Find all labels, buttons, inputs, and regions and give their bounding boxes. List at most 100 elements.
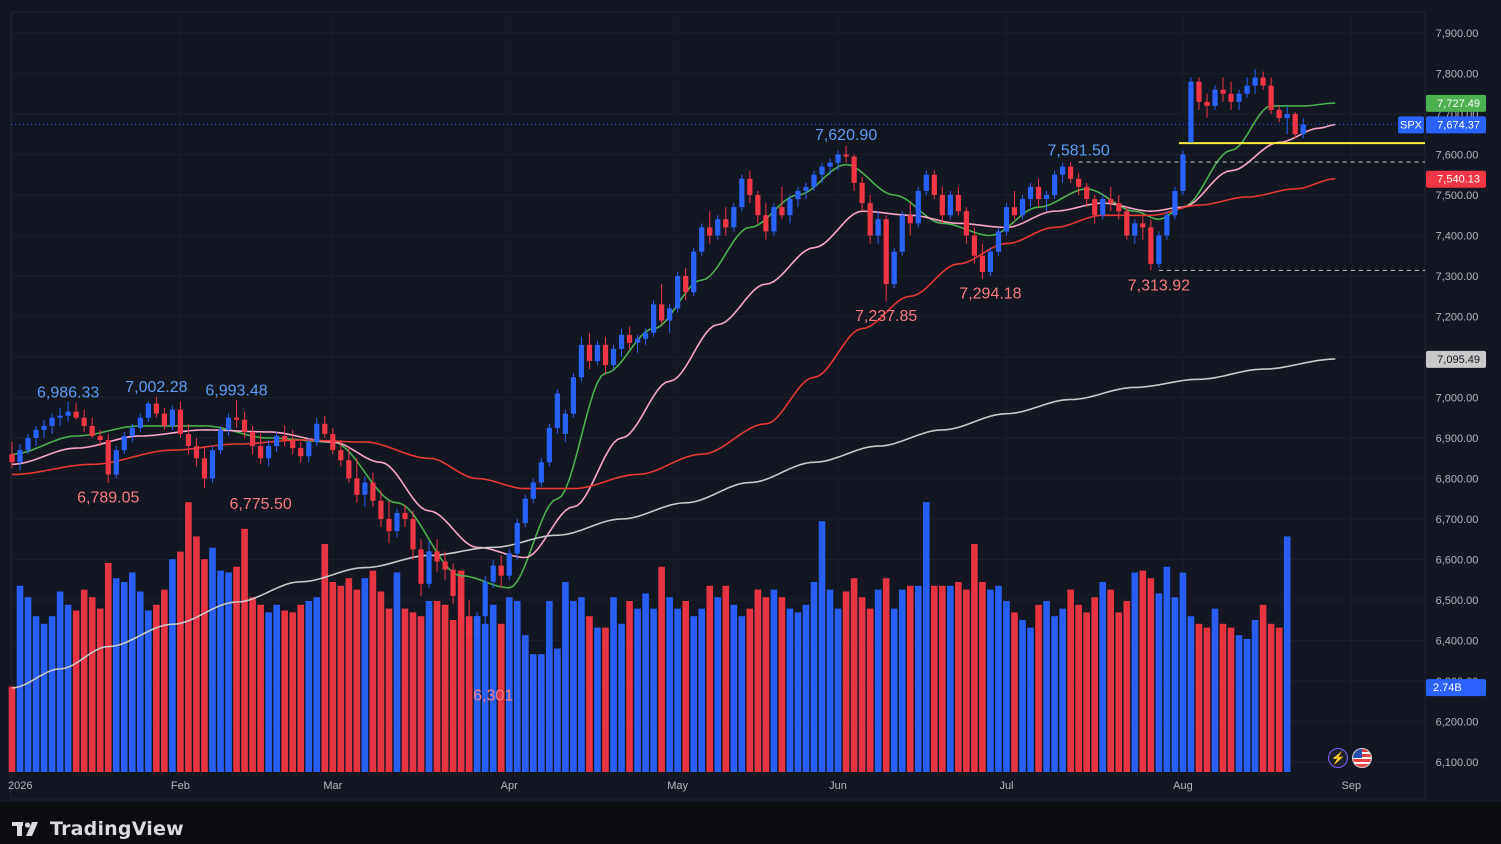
- volume-bar: [858, 597, 866, 772]
- us-flag-icon[interactable]: [1352, 748, 1372, 768]
- footer: [0, 802, 1501, 844]
- price-annotation: 6,775.50: [229, 496, 291, 513]
- time-axis[interactable]: 2026 Feb Mar Apr May Jun Jul Aug Sep: [8, 780, 1361, 792]
- volume-bar: [1075, 604, 1082, 772]
- candle-body: [394, 512, 400, 532]
- volume-bar: [209, 547, 216, 772]
- volume-bar: [441, 604, 449, 772]
- volume-bar: [898, 589, 906, 772]
- volume-bar: [1275, 627, 1283, 772]
- candle-body: [97, 435, 103, 441]
- volume-bar: [1115, 612, 1123, 772]
- candle-body: [338, 450, 344, 461]
- volume-bar: [273, 604, 280, 772]
- candle-body: [201, 458, 208, 479]
- candle-body: [995, 231, 1002, 252]
- volume-bar: [1243, 639, 1251, 772]
- candle-body: [602, 344, 609, 366]
- candle-body: [482, 581, 488, 617]
- volume-bar: [129, 572, 136, 772]
- price-annotation: 6,993.48: [205, 382, 267, 399]
- price-label-text: 7,674.37: [1437, 119, 1480, 131]
- price-annotation: 7,237.85: [855, 308, 917, 325]
- candle-body: [947, 195, 953, 216]
- volume-bar: [88, 597, 96, 772]
- volume-bar: [866, 608, 874, 772]
- price-annotation: 7,581.50: [1048, 143, 1110, 160]
- candle-body: [586, 344, 593, 362]
- candle-body: [1052, 174, 1058, 195]
- volume-bar: [746, 608, 754, 772]
- volume-bar: [1211, 608, 1219, 772]
- candle-body: [971, 235, 977, 256]
- candles: [9, 69, 1306, 649]
- bolt-icon[interactable]: ⚡: [1328, 748, 1348, 768]
- candle-body: [915, 190, 921, 224]
- volume-bar: [497, 623, 505, 772]
- y-tick-label: 7,300.00: [1436, 271, 1479, 283]
- volume-bar: [778, 597, 786, 772]
- candle-body: [25, 438, 31, 451]
- candle-body: [843, 154, 849, 157]
- volume-bar: [706, 585, 714, 772]
- candle-body: [819, 166, 825, 175]
- candle-body: [362, 482, 368, 495]
- volume-bar: [738, 616, 746, 772]
- volume-bar: [626, 601, 633, 772]
- y-tick-label: 7,400.00: [1436, 231, 1479, 243]
- candle-body: [1092, 199, 1098, 216]
- tradingview-logo[interactable]: TradingView: [12, 818, 184, 840]
- candle-body: [763, 215, 769, 232]
- volume-bar: [40, 623, 48, 772]
- candle-body: [233, 417, 240, 420]
- price-annotation: 6,789.05: [77, 490, 139, 507]
- candle-body: [474, 616, 480, 637]
- volume-bar: [594, 627, 601, 772]
- candle-body: [298, 448, 304, 457]
- candle-body: [1260, 77, 1266, 86]
- x-tick-label: Jun: [829, 780, 847, 792]
- y-tick-label: 6,800.00: [1436, 474, 1479, 486]
- candle-body: [803, 186, 809, 191]
- volume-bar: [345, 578, 353, 772]
- candle-body: [546, 427, 552, 463]
- volume-bar: [995, 585, 1002, 772]
- candle-body: [1140, 223, 1146, 228]
- candle-body: [434, 551, 440, 562]
- candlestick-chart[interactable]: 6,986.33 7,002.28 6,993.48 6,789.05 6,775.50…: [0, 0, 1501, 802]
- candle-body: [89, 425, 95, 436]
- volume-bar: [401, 608, 409, 772]
- y-tick-label: 7,800.00: [1436, 69, 1479, 81]
- volume-bar: [1027, 627, 1034, 772]
- candle-body: [522, 498, 528, 524]
- candle-body: [1268, 85, 1274, 110]
- candle-body: [137, 417, 143, 428]
- price-annotation: 6,986.33: [37, 385, 99, 402]
- price-label-box: [1426, 350, 1486, 368]
- candle-body: [795, 190, 801, 200]
- candle-body: [290, 440, 296, 449]
- volume-bar: [120, 582, 128, 772]
- volume-bar: [602, 627, 609, 772]
- volume-bar: [377, 591, 385, 772]
- volume-bar: [1195, 623, 1203, 772]
- candle-body: [1148, 227, 1154, 264]
- volume-bar: [1043, 601, 1050, 772]
- volume-bar: [554, 648, 561, 772]
- candle-body: [955, 195, 961, 212]
- candle-body: [1035, 186, 1042, 200]
- volume-bar: [794, 612, 802, 772]
- candle-body: [1156, 235, 1162, 264]
- candle-body: [715, 219, 721, 236]
- volume-bar: [730, 604, 738, 772]
- candle-body: [177, 409, 184, 434]
- candle-body: [1084, 186, 1090, 200]
- candle-body: [17, 450, 23, 463]
- candle-body: [651, 304, 657, 333]
- volume-bar: [417, 616, 425, 772]
- volume-bar: [505, 597, 513, 772]
- candle-body: [1003, 207, 1010, 232]
- volume-bar: [666, 597, 673, 772]
- candle-body: [1276, 109, 1282, 119]
- volume-bar: [971, 544, 978, 772]
